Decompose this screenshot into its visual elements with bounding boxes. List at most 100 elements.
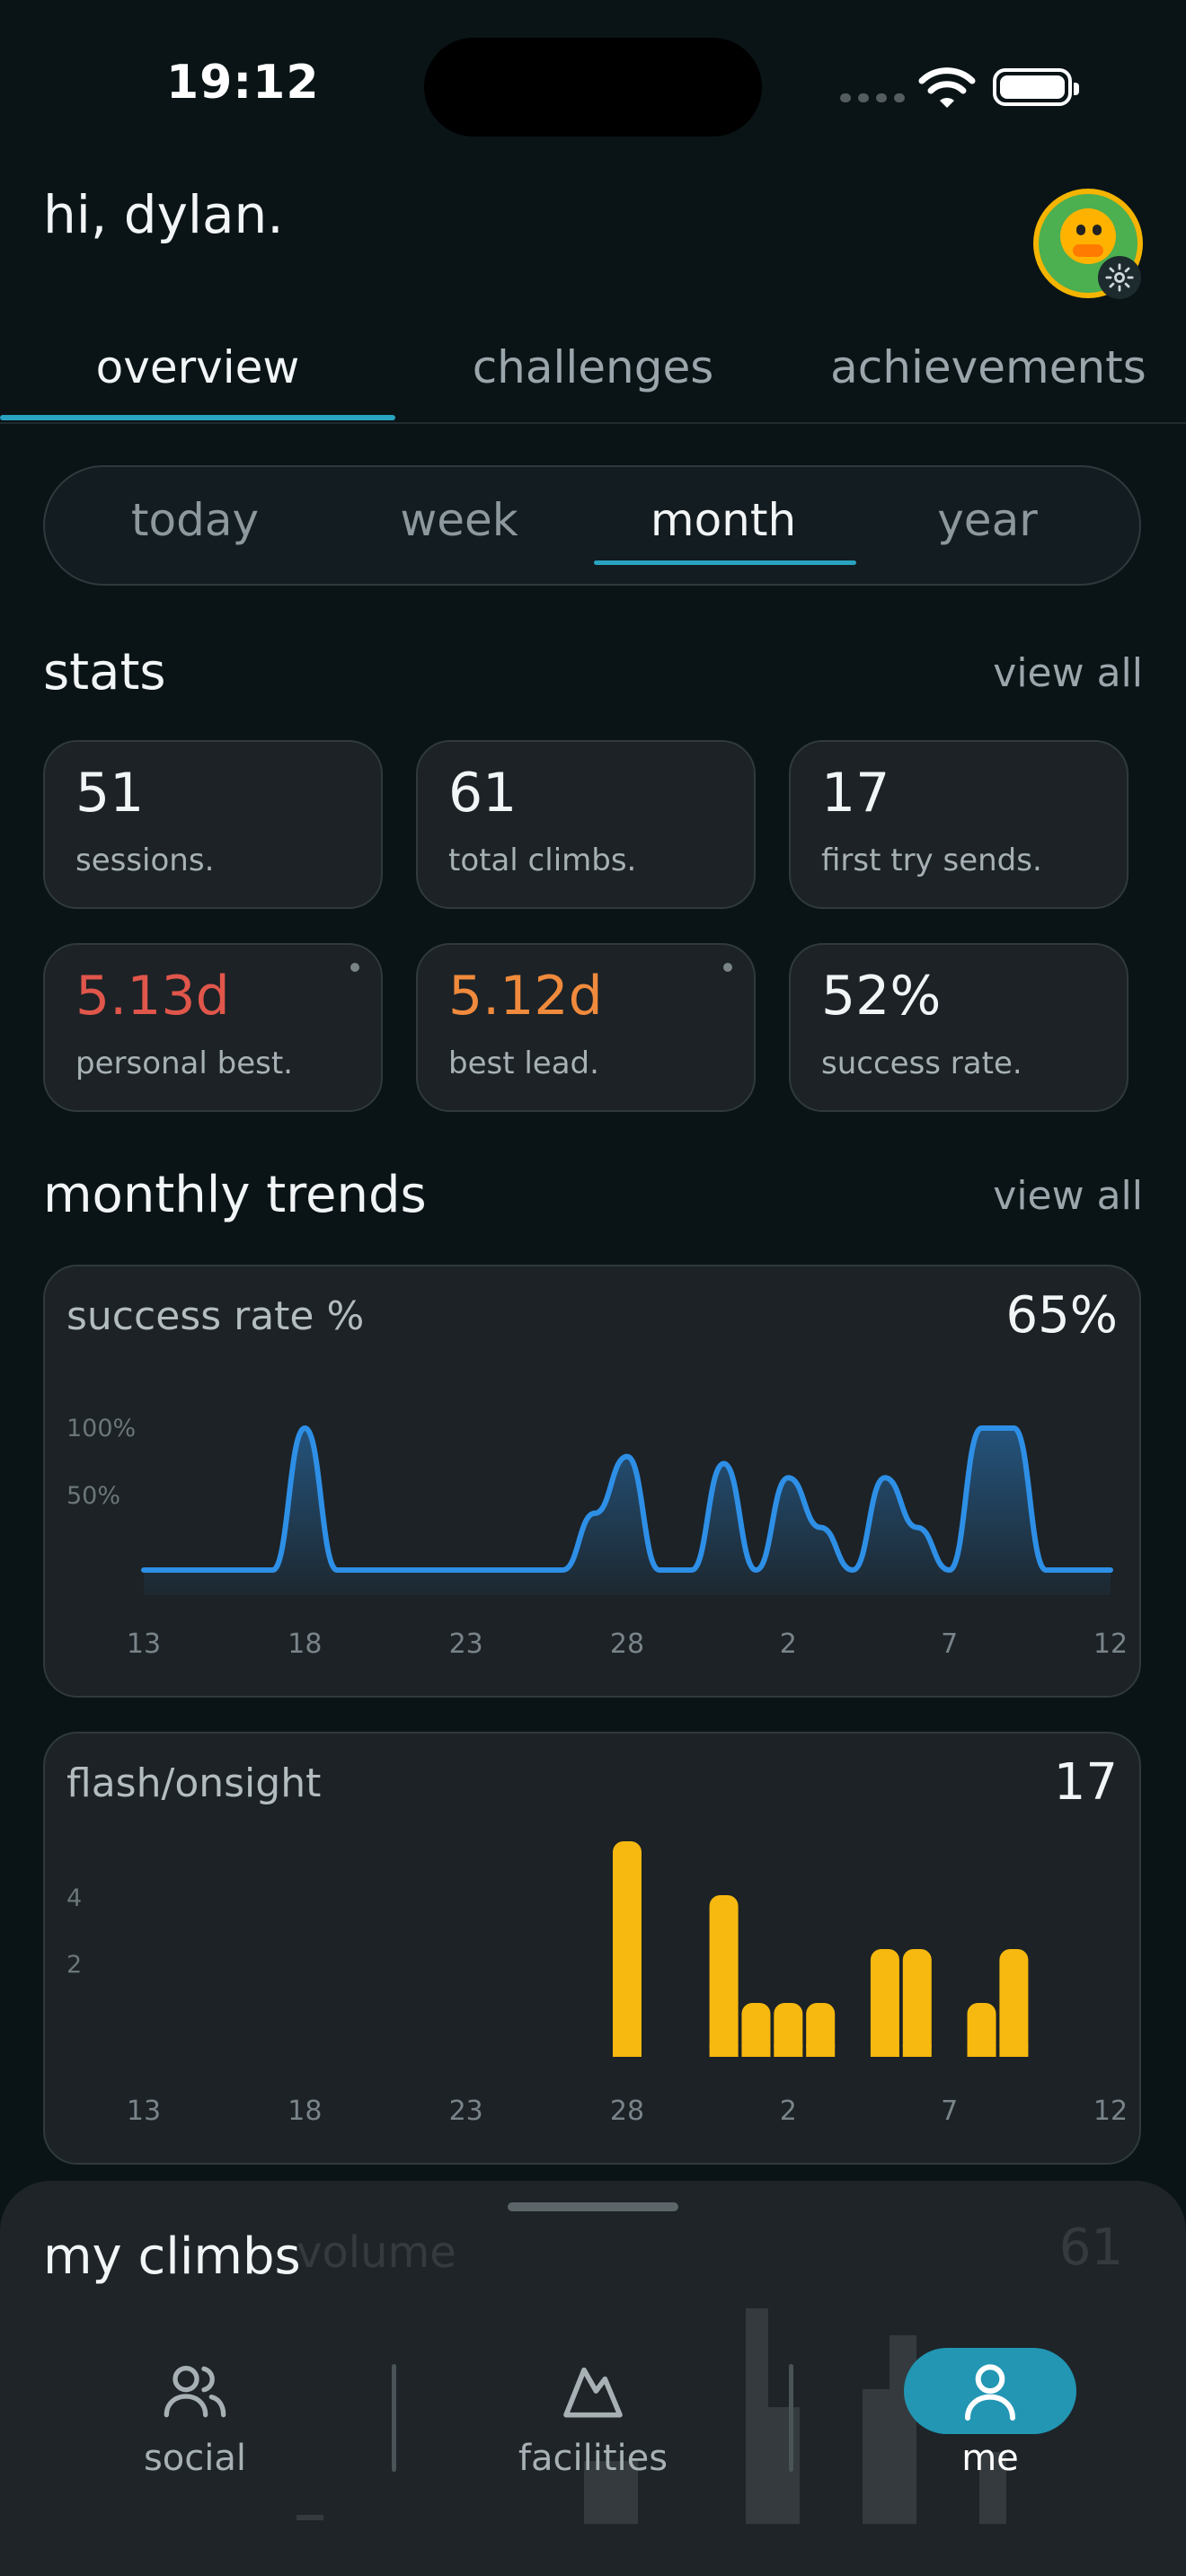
x-tick-label: 12 [1093,1628,1128,1660]
nav-divider [789,2364,793,2472]
x-tick-label: 7 [941,1628,958,1660]
bar [967,2003,996,2057]
wifi-icon [918,67,976,108]
person-icon [965,2364,1015,2421]
bar-base [902,2044,932,2057]
nav-facilities[interactable]: facilities [458,2355,728,2479]
stat-card-success-rate[interactable]: 52% success rate. [789,943,1128,1112]
period-month[interactable]: month [650,494,797,546]
main-tabs: overview challenges achievements [0,341,1186,424]
stat-value: 5.13d [75,965,230,1028]
stat-card-first-try-sends[interactable]: 17 first try sends. [789,740,1128,909]
period-today[interactable]: today [130,494,260,546]
chart-title: success rate % [66,1293,365,1339]
bar [902,1949,932,2057]
tab-overview[interactable]: overview [95,341,300,393]
chart-summary-value: 65% [1005,1286,1118,1345]
nav-label: facilities [518,2438,668,2479]
stat-value: 52% [821,965,942,1028]
x-tick-label: 18 [288,1628,322,1660]
flash-onsight-bar-chart: 4 2 13 18 23 28 2 7 12 [66,1841,1128,2127]
stat-value: 17 [821,762,890,825]
success-rate-chart-card[interactable]: success rate % 65% 100% 50% 13 18 23 28 2 7 12 [43,1265,1141,1698]
battery-icon [993,68,1079,106]
sheet-title: my climbs [43,2228,301,2286]
flash-onsight-chart-card[interactable]: flash/onsight 17 4 2 13 18 23 28 2 7 12 [43,1732,1141,2165]
bar-base [967,2044,996,2057]
bar-base [806,2044,836,2057]
y-tick-label: 2 [66,1951,82,1979]
x-tick-label: 23 [449,2095,483,2127]
chart-title: flash/onsight [66,1760,322,1806]
bar [741,2003,771,2057]
x-tick-label: 7 [941,2095,958,2127]
x-tick-label: 13 [127,2095,161,2127]
stat-label: sessions. [75,842,215,878]
stat-label: personal best. [75,1045,293,1081]
sheet-drag-handle[interactable] [508,2202,678,2211]
x-tick-label: 23 [449,1628,483,1660]
x-tick-label: 28 [610,1628,644,1660]
chart-summary-value: 17 [1053,1753,1118,1812]
mountain-icon [563,2367,623,2418]
nav-label: social [143,2438,247,2479]
series-line [141,1425,1113,1574]
trends-view-all-link[interactable]: view all [993,1173,1143,1219]
bar [774,2003,803,2057]
greeting: hi, dylan. [43,184,284,245]
stat-value: 61 [448,762,518,825]
x-tick-label: 2 [780,2095,797,2127]
period-year[interactable]: year [937,494,1038,546]
stat-label: total climbs. [448,842,637,878]
bar-base [709,2044,739,2057]
x-tick-label: 18 [288,2095,322,2127]
period-selector: today week month year [43,465,1141,586]
stat-label: best lead. [448,1045,599,1081]
active-tab-indicator [0,415,395,420]
bar-base [613,2044,642,2057]
info-dot-icon [723,963,732,972]
nav-social[interactable]: social [60,2355,330,2479]
success-rate-area-chart: 100% 50% 13 18 23 28 2 7 12 [66,1415,1128,1660]
period-week[interactable]: week [400,494,518,546]
nav-divider [392,2364,396,2472]
x-tick-label: 12 [1093,2095,1128,2127]
nav-label: me [961,2438,1019,2479]
x-tick-label: 13 [127,1628,161,1660]
tab-challenges[interactable]: challenges [472,341,714,393]
ghost-chart-value: 61 [1058,2219,1123,2277]
info-dot-icon [350,963,359,972]
bar [870,1949,899,2057]
bar-base [774,2044,803,2057]
stats-view-all-link[interactable]: view all [993,650,1143,696]
stat-label: success rate. [821,1045,1022,1081]
y-tick-label: 100% [66,1415,136,1442]
area-fill [144,1428,1111,1595]
status-time: 19:12 [166,56,320,110]
stat-card-total-climbs[interactable]: 61 total climbs. [416,740,756,909]
stat-label: first try sends. [821,842,1042,878]
y-tick-label: 50% [66,1482,120,1510]
ghost-volume-chart [296,2308,1006,2524]
stat-card-personal-best[interactable]: 5.13d personal best. [43,943,383,1112]
stat-value: 51 [75,762,145,825]
ghost-chart-title: volume [296,2228,456,2278]
signal-icon [840,93,905,102]
nav-me[interactable]: me [855,2355,1125,2479]
trends-title: monthly trends [43,1166,427,1224]
stat-card-sessions[interactable]: 51 sessions. [43,740,383,909]
gear-icon[interactable] [1098,256,1141,299]
bar-base [741,2044,771,2057]
bar [709,1895,739,2057]
bar [806,2003,836,2057]
bar [613,1841,642,2057]
people-icon [164,2366,226,2418]
bar-base [999,2044,1029,2057]
stat-value: 5.12d [448,965,603,1028]
x-tick-label: 28 [610,2095,644,2127]
bar [999,1949,1029,2057]
active-period-indicator [594,560,856,565]
tab-achievements[interactable]: achievements [830,341,1146,393]
stat-card-best-lead[interactable]: 5.12d best lead. [416,943,756,1112]
avatar[interactable] [1033,189,1143,298]
